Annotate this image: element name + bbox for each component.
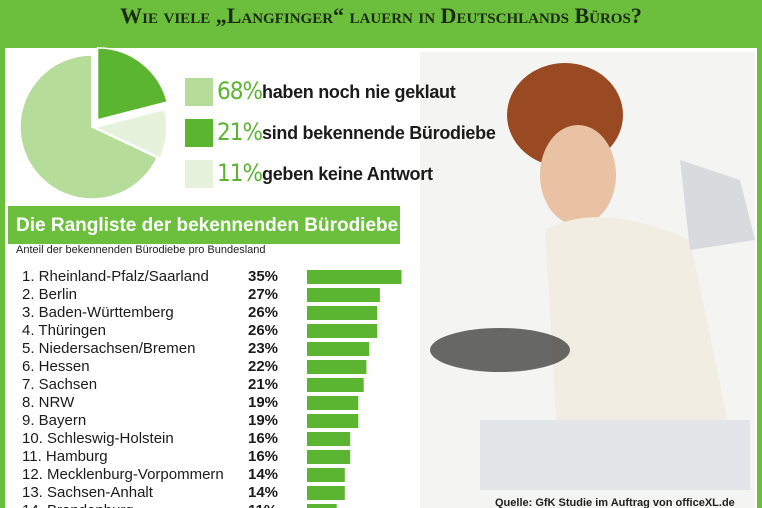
value-label: 19%	[248, 394, 278, 411]
legend-swatch	[185, 78, 213, 106]
bar-chart: 1. Rheinland-Pfalz/Saarland 35% 2. Berlin 2…	[22, 268, 402, 508]
bar	[307, 342, 370, 356]
bar	[307, 504, 337, 508]
bar-label: 9. Bayern	[22, 412, 86, 429]
handlebar	[430, 328, 570, 372]
lamp	[680, 160, 755, 250]
bar	[307, 306, 378, 320]
pie-slice	[96, 47, 169, 121]
bar	[307, 378, 364, 392]
bar	[307, 288, 380, 302]
photo	[420, 52, 755, 508]
legend-swatch	[185, 119, 213, 147]
bar-label: 11. Hamburg	[22, 448, 108, 465]
bar-label: 4. Thüringen	[22, 322, 106, 339]
left-border	[0, 48, 5, 508]
bar-title-band	[8, 206, 400, 244]
legend-label: sind bekennende Bürodiebe	[262, 123, 496, 143]
bar	[307, 396, 359, 410]
bar-label: 14. Brandenburg	[22, 502, 134, 508]
blouse	[545, 217, 740, 480]
bar	[307, 486, 345, 500]
bar	[307, 324, 378, 338]
bar	[307, 468, 345, 482]
pie-slice	[19, 54, 159, 200]
bar	[307, 360, 367, 374]
bar-label: 1. Rheinland-Pfalz/Saarland	[22, 268, 209, 285]
bar-label: 10. Schleswig-Holstein	[22, 430, 174, 447]
bar-label: 13. Sachsen-Anhalt	[22, 484, 154, 501]
value-label: 22%	[248, 358, 278, 375]
value-label: 35%	[248, 268, 278, 285]
bar-label: 2. Berlin	[22, 286, 77, 303]
value-label: 14%	[248, 466, 278, 483]
legend-value: 68%	[217, 77, 262, 105]
value-label: 16%	[248, 448, 278, 465]
pie-slice	[92, 108, 168, 159]
bar-label: 3. Baden-Württemberg	[22, 304, 174, 321]
header-band	[0, 0, 762, 48]
bar-chart-title: Die Rangliste der bekennenden Bürodiebe	[16, 215, 398, 236]
source: Quelle: GfK Studie im Auftrag von office…	[495, 497, 735, 508]
legend-label: haben noch nie geklaut	[262, 82, 456, 102]
legend-value: 11%	[217, 159, 262, 187]
bar	[307, 414, 359, 428]
value-label: 23%	[248, 340, 278, 357]
value-label: 26%	[248, 304, 278, 321]
value-label: 26%	[248, 322, 278, 339]
value-label: 14%	[248, 484, 278, 501]
bar-chart-subtitle: Anteil der bekennenden Bürodiebe pro Bun…	[16, 244, 266, 256]
page-title: Wie viele „Langfinger“ lauern in Deutsch…	[120, 3, 642, 28]
value-label: 16%	[248, 430, 278, 447]
bar-label: 8. NRW	[22, 394, 75, 411]
bar-label: 12. Mecklenburg-Vorpommern	[22, 466, 224, 483]
bar-label: 7. Sachsen	[22, 376, 97, 393]
face	[540, 125, 616, 225]
desk	[480, 420, 750, 490]
bar	[307, 432, 351, 446]
legend-label: geben keine Antwort	[262, 164, 433, 184]
bar-label: 6. Hessen	[22, 358, 90, 375]
value-label: 11%	[248, 502, 277, 508]
legend-swatch	[185, 160, 213, 188]
bar	[307, 450, 351, 464]
value-label: 27%	[248, 286, 278, 303]
value-label: 19%	[248, 412, 278, 429]
legend-value: 21%	[217, 118, 262, 146]
bar	[307, 270, 402, 284]
right-border	[757, 48, 762, 508]
bar-label: 5. Niedersachsen/Bremen	[22, 340, 195, 357]
value-label: 21%	[248, 376, 278, 393]
